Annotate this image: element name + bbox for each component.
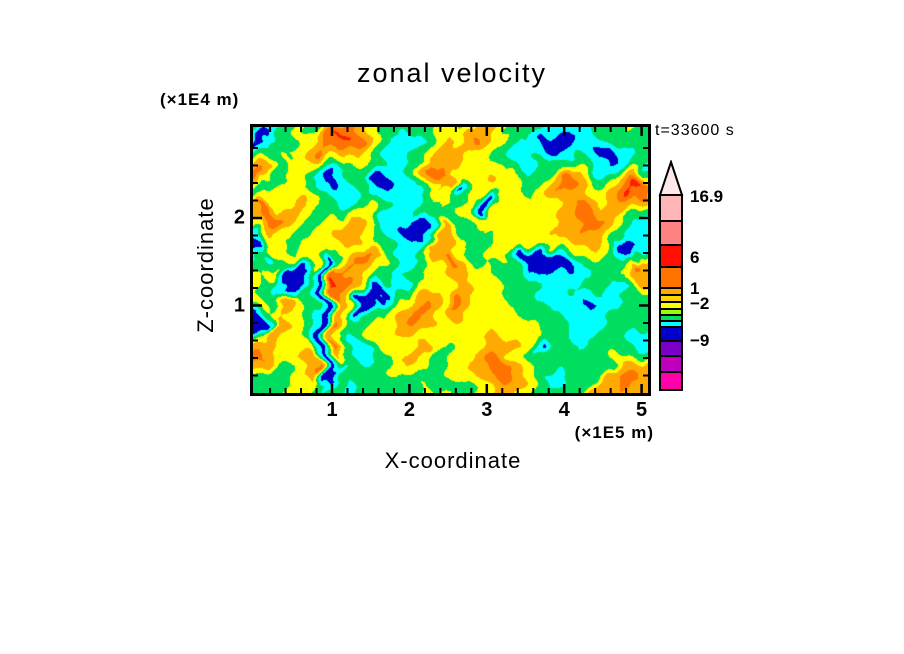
colorbar-label: −2	[690, 294, 710, 313]
colorbar-segment	[659, 371, 683, 391]
contour-field	[253, 127, 648, 393]
colorbar-label: 16.9	[690, 187, 724, 206]
colorbar-label: 1	[690, 279, 700, 298]
colorbar-segment	[659, 194, 683, 222]
y-axis-unit-label: (×1E4 m)	[160, 90, 240, 109]
colorbar-segment	[659, 294, 683, 303]
colorbar-arrow	[658, 160, 684, 196]
colorbar-segment	[659, 287, 683, 296]
x-axis-title: X-coordinate	[384, 448, 522, 473]
colorbar-label: −9	[690, 331, 710, 350]
colorbar-label: 6	[690, 248, 700, 267]
colorbar-segment	[659, 355, 683, 373]
colorbar	[658, 160, 684, 391]
colorbar-segment	[659, 244, 683, 268]
colorbar-segment	[659, 266, 683, 289]
x-tick-label: 3	[481, 399, 493, 421]
x-tick-label: 4	[558, 399, 570, 421]
colorbar-segment	[659, 340, 683, 357]
chart-title: zonal velocity	[356, 58, 548, 88]
colorbar-segment	[659, 220, 683, 246]
y-tick-label: 1	[233, 294, 245, 316]
x-axis-unit-label: (×1E5 m)	[574, 423, 654, 442]
y-tick-label: 2	[233, 206, 245, 229]
timestamp-label: t=33600 s	[655, 122, 735, 139]
plot-frame	[250, 124, 651, 396]
x-tick-label: 2	[403, 399, 415, 421]
x-tick-label: 5	[636, 399, 648, 421]
y-axis-title: Z-coordinate	[193, 197, 218, 333]
colorbar-segment	[659, 326, 683, 342]
colorbar-segment	[659, 301, 683, 310]
x-tick-label: 1	[326, 399, 338, 421]
